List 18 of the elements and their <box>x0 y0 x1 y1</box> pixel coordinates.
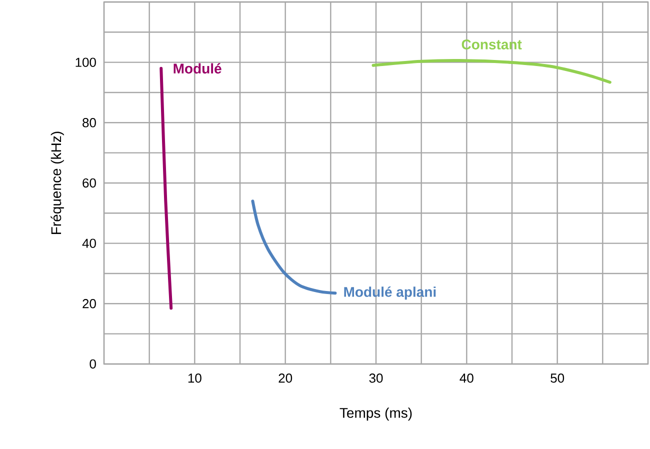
x-tick-label: 20 <box>278 374 292 383</box>
x-tick-label: 50 <box>550 374 564 383</box>
line-series <box>372 58 612 84</box>
x-tick-label: 30 <box>369 374 383 383</box>
x-tick-label: 40 <box>460 374 474 383</box>
y-tick-label: 40 <box>82 238 96 248</box>
y-tick-label: 100 <box>76 58 96 67</box>
x-axis-title: Temps (ms) <box>340 408 412 421</box>
y-axis-title: Fréquence (kHz) <box>50 132 64 234</box>
y-tick-label: 20 <box>82 299 96 308</box>
series-label: Modulé <box>174 63 222 74</box>
y-tick-label: 80 <box>82 118 96 128</box>
series-label: Constant <box>462 40 522 50</box>
x-tick-label: 10 <box>188 374 202 383</box>
series-label: Modulé aplani <box>344 286 436 300</box>
y-tick-label: 60 <box>82 178 96 188</box>
line-series <box>251 200 337 295</box>
y-tick-label: 0 <box>90 359 96 369</box>
